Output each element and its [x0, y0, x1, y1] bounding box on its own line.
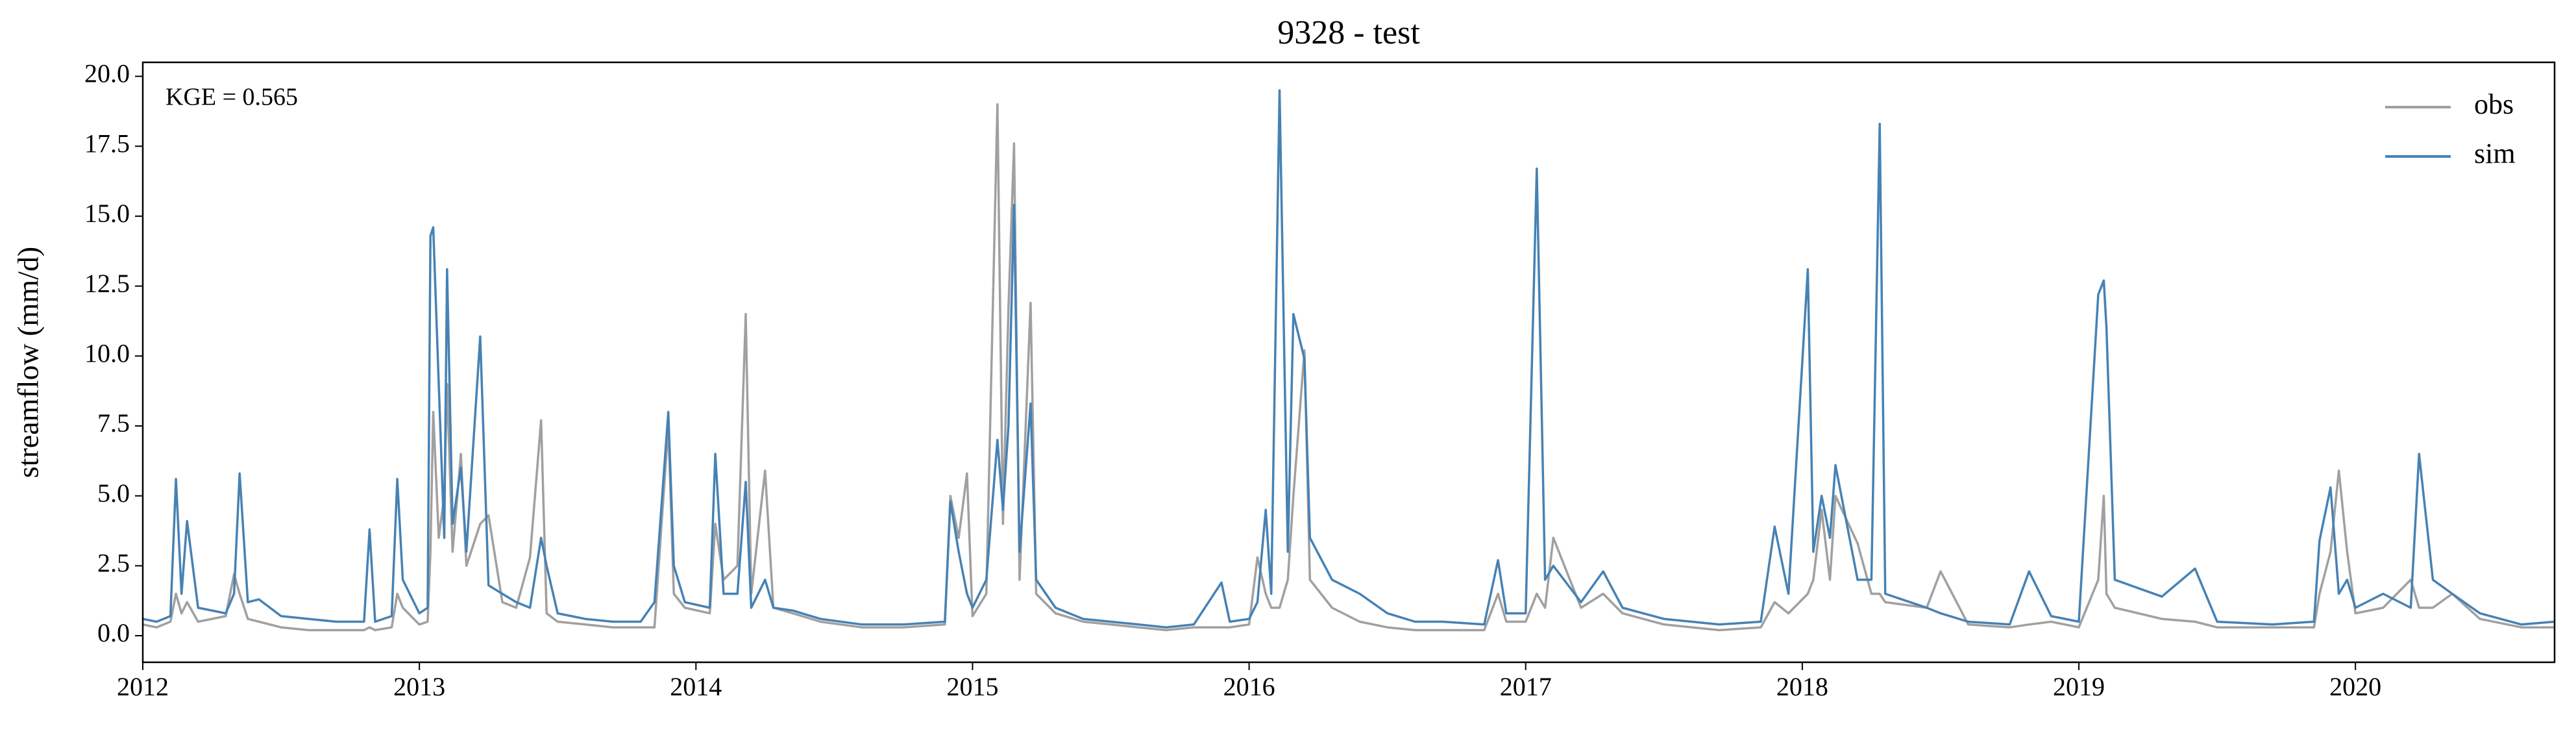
- x-tick-label: 2017: [1500, 672, 1552, 701]
- y-tick-label: 20.0: [84, 59, 130, 88]
- x-tick-label: 2018: [1776, 672, 1828, 701]
- legend-label: sim: [2474, 138, 2516, 169]
- y-tick-label: 15.0: [84, 199, 130, 228]
- y-tick-label: 5.0: [97, 479, 130, 508]
- x-tick-label: 2016: [1223, 672, 1275, 701]
- legend-label: obs: [2474, 88, 2514, 120]
- plot-frame: [141, 61, 2556, 664]
- y-tick-label: 7.5: [97, 408, 130, 438]
- y-tick-label: 17.5: [84, 129, 130, 158]
- series-line: [142, 103, 2555, 632]
- series-line: [142, 89, 2555, 629]
- x-tick-label: 2012: [117, 672, 169, 701]
- y-tick-label: 12.5: [84, 269, 130, 298]
- annotation: KGE = 0.565: [166, 84, 298, 111]
- y-tick-label: 0.0: [97, 618, 130, 647]
- x-tick-label: 2020: [2329, 672, 2381, 701]
- x-tick-label: 2013: [393, 672, 445, 701]
- y-tick-label: 2.5: [97, 549, 130, 578]
- y-tick-label: 10.0: [84, 338, 130, 368]
- x-tick-label: 2019: [2053, 672, 2105, 701]
- y-axis-label: streamflow (mm/d): [12, 247, 45, 478]
- chart-title: 9328 - test: [1277, 14, 1420, 51]
- x-tick-label: 2015: [946, 672, 998, 701]
- x-tick-label: 2014: [670, 672, 722, 701]
